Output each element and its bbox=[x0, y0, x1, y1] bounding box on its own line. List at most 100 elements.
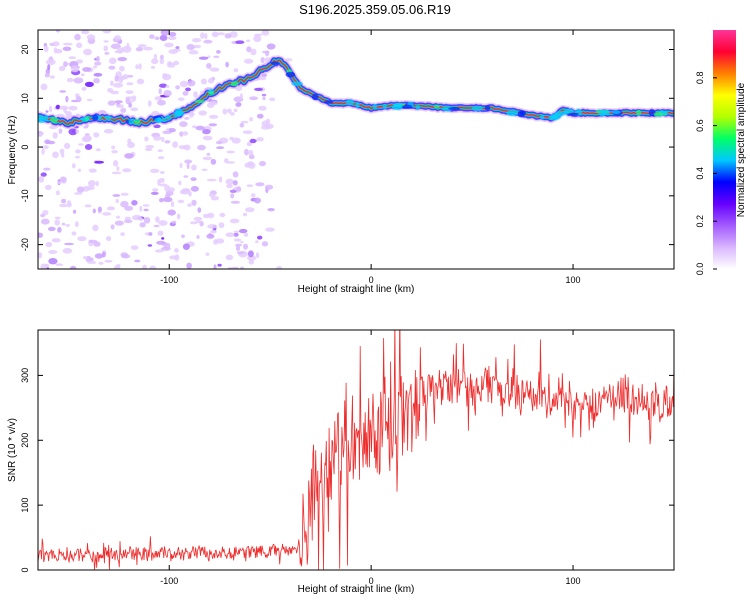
noise-blob bbox=[52, 132, 58, 139]
noise-blob bbox=[64, 142, 71, 150]
noise-blob bbox=[40, 172, 47, 177]
snr-y-tick-label: 0 bbox=[20, 567, 30, 572]
noise-blob bbox=[55, 30, 61, 33]
ridge-blob bbox=[291, 81, 303, 86]
noise-blob bbox=[224, 33, 232, 39]
noise-blob bbox=[225, 61, 229, 68]
noise-blob bbox=[160, 30, 170, 36]
noise-blob bbox=[73, 192, 83, 195]
noise-blob bbox=[83, 125, 88, 129]
noise-blob bbox=[190, 177, 197, 182]
noise-blob bbox=[68, 128, 78, 136]
noise-blob bbox=[229, 189, 237, 193]
noise-blob bbox=[77, 168, 82, 172]
noise-blob bbox=[103, 45, 109, 52]
noise-blob bbox=[230, 193, 235, 199]
noise-blob bbox=[195, 125, 205, 131]
noise-blob bbox=[143, 208, 149, 212]
noise-blob bbox=[62, 247, 73, 254]
noise-blob bbox=[157, 99, 166, 106]
noise-blob bbox=[244, 148, 249, 156]
noise-blob bbox=[66, 202, 72, 208]
noise-blob bbox=[114, 75, 119, 82]
ridge-blob bbox=[38, 116, 46, 124]
snr-y-label: SNR (10 * v/v) bbox=[7, 418, 18, 482]
noise-blob bbox=[58, 65, 66, 72]
noise-blob bbox=[167, 209, 176, 216]
noise-blob bbox=[144, 136, 149, 142]
noise-blob bbox=[77, 236, 87, 242]
ridge-blob bbox=[194, 99, 206, 104]
noise-blob bbox=[135, 64, 139, 70]
spectrogram-y-tick-label: 10 bbox=[20, 93, 30, 103]
noise-blob bbox=[213, 55, 220, 58]
noise-blob bbox=[126, 74, 134, 78]
noise-blob bbox=[209, 67, 220, 72]
ridge-blob bbox=[157, 117, 162, 123]
noise-blob bbox=[175, 46, 180, 50]
noise-blob bbox=[120, 107, 127, 114]
noise-blob bbox=[182, 131, 189, 136]
spectrogram-y-label: Frequency (Hz) bbox=[7, 116, 18, 185]
noise-blob bbox=[113, 265, 121, 269]
ridge-blob bbox=[415, 105, 420, 110]
noise-blob bbox=[174, 248, 179, 253]
noise-blob bbox=[88, 168, 97, 173]
noise-blob bbox=[236, 251, 244, 255]
noise-blob bbox=[167, 62, 176, 68]
noise-blob bbox=[59, 203, 68, 208]
noise-blob bbox=[71, 231, 77, 236]
ridge-blob bbox=[484, 105, 491, 111]
noise-blob bbox=[76, 42, 83, 49]
noise-blob bbox=[164, 185, 171, 192]
noise-blob bbox=[66, 77, 74, 83]
noise-blob bbox=[106, 206, 115, 211]
noise-blob bbox=[217, 263, 222, 267]
noise-blob bbox=[150, 65, 156, 69]
noise-blob bbox=[40, 218, 50, 225]
noise-blob bbox=[75, 155, 80, 159]
noise-blob bbox=[92, 208, 96, 214]
noise-blob bbox=[255, 240, 259, 244]
noise-blob bbox=[85, 185, 95, 191]
noise-blob bbox=[261, 30, 270, 36]
noise-blob bbox=[38, 252, 43, 259]
ridge-blob bbox=[161, 118, 167, 122]
noise-blob bbox=[94, 61, 102, 66]
noise-blob bbox=[120, 232, 125, 237]
snr-x-label: Height of straight line (km) bbox=[298, 584, 415, 595]
noise-blob bbox=[38, 175, 45, 183]
noise-blob bbox=[54, 219, 60, 226]
noise-blob bbox=[182, 91, 189, 96]
noise-blob bbox=[61, 222, 66, 226]
noise-blob bbox=[186, 262, 192, 269]
noise-blob bbox=[225, 254, 234, 261]
noise-blob bbox=[137, 44, 147, 48]
noise-blob bbox=[144, 147, 153, 152]
spectrogram-x-tick-label: 100 bbox=[566, 275, 581, 285]
noise-blob bbox=[179, 80, 188, 88]
spectrogram-noise bbox=[38, 30, 293, 269]
noise-blob bbox=[126, 82, 134, 86]
noise-blob bbox=[159, 183, 168, 187]
noise-blob bbox=[135, 47, 144, 52]
noise-blob bbox=[110, 43, 121, 50]
noise-blob bbox=[82, 67, 91, 72]
noise-blob bbox=[62, 46, 72, 51]
noise-blob bbox=[269, 97, 276, 102]
noise-blob bbox=[48, 258, 58, 265]
noise-blob bbox=[276, 265, 283, 269]
noise-blob bbox=[131, 200, 138, 206]
snr-frame bbox=[37, 329, 675, 571]
snr-y-tick-label: 200 bbox=[20, 433, 30, 448]
noise-blob bbox=[183, 144, 191, 151]
noise-blob bbox=[159, 83, 168, 88]
noise-blob bbox=[153, 224, 160, 228]
noise-blob bbox=[204, 33, 208, 40]
noise-blob bbox=[86, 98, 93, 102]
noise-blob bbox=[156, 240, 166, 245]
noise-blob bbox=[176, 213, 181, 220]
noise-blob bbox=[158, 88, 162, 95]
ridge-blob bbox=[662, 110, 668, 115]
